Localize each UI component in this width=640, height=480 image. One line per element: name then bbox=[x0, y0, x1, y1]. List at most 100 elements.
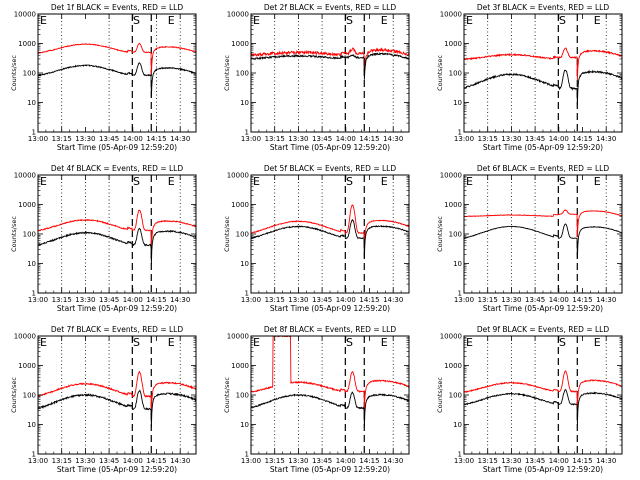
chart-panel: Det 3f BLACK = Events, RED = LLD E S E 1 10 10… bbox=[436, 3, 623, 152]
x-tick-label: 14:30 bbox=[383, 135, 403, 143]
chart-panel: Det 9f BLACK = Events, RED = LLD E S E 1 10 10… bbox=[436, 325, 623, 474]
interval-marker-label: S bbox=[559, 14, 566, 27]
lld-series-line bbox=[38, 42, 196, 75]
x-axis-label: Start Time (05-Apr-09 12:59:20) bbox=[57, 465, 177, 474]
x-tick-label: 14:15 bbox=[359, 296, 379, 304]
interval-marker-label: S bbox=[346, 175, 353, 188]
chart-title: Det 9f BLACK = Events, RED = LLD bbox=[477, 325, 610, 334]
x-tick-label: 13:30 bbox=[288, 135, 308, 143]
events-series-line bbox=[464, 389, 622, 425]
x-tick-label: 13:00 bbox=[28, 296, 48, 304]
x-tick-label: 14:30 bbox=[596, 457, 616, 465]
interval-marker-label: E bbox=[253, 336, 260, 349]
x-tick-label: 14:15 bbox=[146, 457, 166, 465]
interval-marker-label: E bbox=[594, 175, 601, 188]
x-tick-label: 14:15 bbox=[359, 135, 379, 143]
x-tick-label: 13:00 bbox=[28, 457, 48, 465]
x-tick-label: 13:15 bbox=[52, 135, 72, 143]
y-tick-label: 1000 bbox=[18, 201, 36, 209]
y-tick-label: 10 bbox=[240, 260, 249, 268]
x-tick-label: 13:15 bbox=[265, 457, 285, 465]
x-tick-label: 13:30 bbox=[75, 296, 95, 304]
chart-title: Det 8f BLACK = Events, RED = LLD bbox=[264, 325, 397, 334]
chart-title: Det 6f BLACK = Events, RED = LLD bbox=[477, 164, 610, 173]
y-tick-label: 1000 bbox=[231, 201, 249, 209]
y-tick-label: 100 bbox=[449, 231, 462, 239]
x-tick-label: 14:30 bbox=[170, 135, 190, 143]
y-tick-label: 1 bbox=[32, 129, 36, 137]
y-tick-label: 1000 bbox=[444, 40, 462, 48]
x-tick-label: 13:15 bbox=[478, 296, 498, 304]
lld-series-line bbox=[464, 209, 622, 238]
x-axis-label: Start Time (05-Apr-09 12:59:20) bbox=[270, 143, 390, 152]
x-tick-label: 14:30 bbox=[596, 135, 616, 143]
x-tick-label: 13:15 bbox=[265, 135, 285, 143]
interval-marker-label: E bbox=[381, 336, 388, 349]
x-tick-label: 13:00 bbox=[241, 296, 261, 304]
y-tick-label: 10000 bbox=[14, 11, 36, 19]
x-tick-label: 14:15 bbox=[146, 296, 166, 304]
y-tick-label: 10 bbox=[240, 421, 249, 429]
y-tick-label: 1 bbox=[458, 290, 462, 298]
y-tick-label: 10000 bbox=[14, 172, 36, 180]
y-tick-label: 1000 bbox=[444, 362, 462, 370]
x-axis-label: Start Time (05-Apr-09 12:59:20) bbox=[270, 465, 390, 474]
y-axis-label: Counts/sec bbox=[10, 377, 18, 413]
y-tick-label: 10000 bbox=[227, 333, 249, 341]
x-tick-label: 14:00 bbox=[549, 135, 569, 143]
y-tick-label: 100 bbox=[449, 70, 462, 78]
chart-title: Det 7f BLACK = Events, RED = LLD bbox=[51, 325, 184, 334]
y-tick-label: 100 bbox=[236, 392, 249, 400]
x-axis-label: Start Time (05-Apr-09 12:59:20) bbox=[483, 304, 603, 313]
y-tick-label: 100 bbox=[23, 70, 36, 78]
lld-series-line bbox=[38, 370, 196, 416]
y-tick-label: 1 bbox=[458, 129, 462, 137]
chart-panel: Det 5f BLACK = Events, RED = LLD E S E 1 10 10… bbox=[223, 164, 410, 313]
x-tick-label: 13:45 bbox=[99, 457, 119, 465]
x-tick-label: 13:00 bbox=[28, 135, 48, 143]
events-series-line bbox=[38, 389, 196, 428]
x-tick-label: 13:45 bbox=[312, 457, 332, 465]
x-axis-label: Start Time (05-Apr-09 12:59:20) bbox=[483, 143, 603, 152]
x-tick-label: 14:30 bbox=[170, 457, 190, 465]
x-tick-label: 13:45 bbox=[312, 135, 332, 143]
interval-marker-label: S bbox=[133, 14, 140, 27]
x-tick-label: 13:00 bbox=[454, 457, 474, 465]
x-tick-label: 13:45 bbox=[312, 296, 332, 304]
chart-panel: Det 6f BLACK = Events, RED = LLD E S E 1 10 10… bbox=[436, 164, 623, 313]
y-axis-label: Counts/sec bbox=[436, 55, 444, 91]
chart-title: Det 1f BLACK = Events, RED = LLD bbox=[51, 3, 184, 12]
y-tick-label: 10 bbox=[27, 421, 36, 429]
interval-marker-label: E bbox=[253, 175, 260, 188]
interval-marker-label: E bbox=[168, 175, 175, 188]
interval-marker-label: S bbox=[346, 336, 353, 349]
y-tick-label: 10000 bbox=[440, 172, 462, 180]
chart-panel: Det 4f BLACK = Events, RED = LLD E S E 1 10 10… bbox=[10, 164, 197, 313]
x-tick-label: 14:15 bbox=[359, 457, 379, 465]
x-tick-label: 14:00 bbox=[336, 135, 356, 143]
y-tick-label: 10000 bbox=[440, 333, 462, 341]
x-tick-label: 13:30 bbox=[501, 135, 521, 143]
events-series-line bbox=[38, 227, 196, 265]
y-axis-label: Counts/sec bbox=[223, 55, 231, 91]
x-tick-label: 14:00 bbox=[549, 457, 569, 465]
chart-title: Det 4f BLACK = Events, RED = LLD bbox=[51, 164, 184, 173]
interval-marker-label: E bbox=[381, 175, 388, 188]
y-tick-label: 1000 bbox=[444, 201, 462, 209]
x-tick-label: 14:00 bbox=[123, 457, 143, 465]
interval-marker-label: E bbox=[168, 336, 175, 349]
y-axis-label: Counts/sec bbox=[223, 216, 231, 252]
y-tick-label: 1 bbox=[32, 451, 36, 459]
x-tick-label: 13:30 bbox=[288, 457, 308, 465]
x-tick-label: 14:00 bbox=[549, 296, 569, 304]
y-tick-label: 10 bbox=[453, 99, 462, 107]
y-axis-label: Counts/sec bbox=[223, 377, 231, 413]
x-tick-label: 14:00 bbox=[336, 296, 356, 304]
interval-marker-label: E bbox=[466, 14, 473, 27]
interval-marker-label: S bbox=[559, 175, 566, 188]
x-tick-label: 13:15 bbox=[265, 296, 285, 304]
x-tick-label: 14:30 bbox=[170, 296, 190, 304]
interval-marker-label: S bbox=[133, 336, 140, 349]
x-tick-label: 13:15 bbox=[52, 296, 72, 304]
